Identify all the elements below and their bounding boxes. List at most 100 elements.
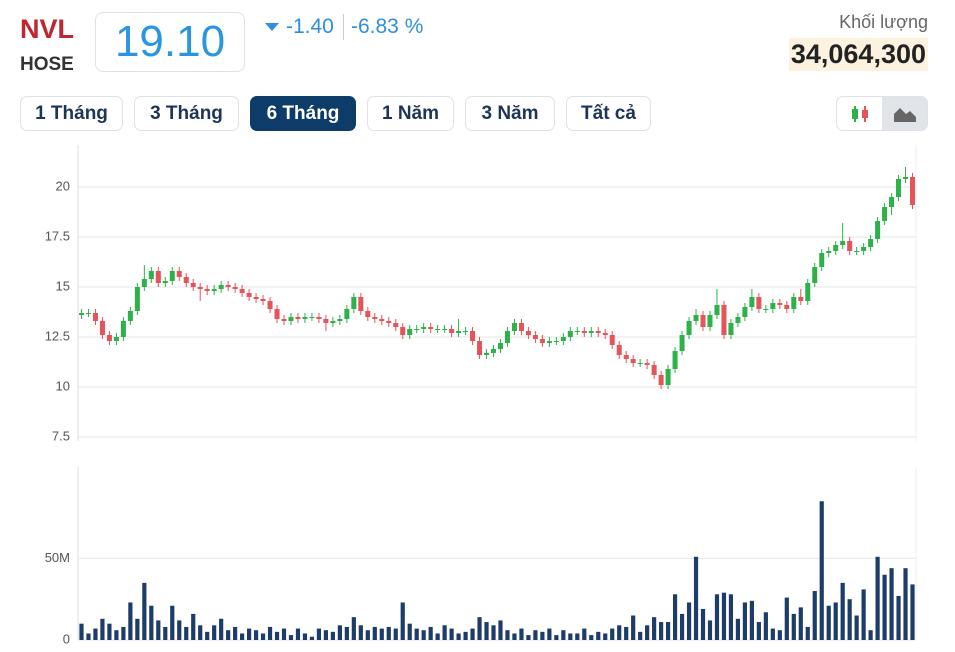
candle-body (365, 311, 371, 317)
volume-bar (554, 635, 559, 640)
volume-bar (484, 622, 489, 640)
candle-body (553, 341, 559, 342)
volume-bar (163, 626, 168, 640)
candle-body (658, 375, 664, 385)
range-button[interactable]: 6 Tháng (250, 96, 356, 131)
candle-body (700, 315, 706, 327)
candle-body (379, 319, 385, 321)
volume-bar (149, 605, 154, 640)
volume-bar (114, 630, 119, 640)
volume-bar (463, 631, 468, 640)
candle-body (525, 331, 531, 335)
volume-bar (198, 625, 203, 640)
volume-bar (330, 631, 335, 640)
candle-body (539, 339, 545, 343)
candle-body (833, 245, 839, 251)
volume-bar (267, 626, 273, 640)
volume-bar (344, 626, 349, 640)
range-button[interactable]: 1 Năm (367, 96, 454, 131)
candle-body (567, 331, 573, 337)
volume-bar (707, 620, 713, 640)
candle-body (225, 285, 231, 287)
volume-bar (365, 630, 370, 640)
y-tick-label: 20 (56, 178, 70, 193)
volume-bar (672, 594, 678, 640)
volume-bar (840, 582, 845, 640)
volume-bar (603, 633, 608, 640)
volume-bar (819, 501, 824, 640)
volume-bar (686, 602, 692, 640)
candle-body (113, 337, 119, 341)
volume-bar (847, 599, 852, 640)
volume-bar (191, 613, 196, 640)
candle-body (868, 239, 874, 247)
candle-body (239, 289, 245, 293)
candle-body (253, 297, 259, 299)
volume-bar (351, 617, 356, 640)
volume-bar (568, 633, 573, 640)
volume-bar (861, 589, 866, 640)
y-tick-label: 12.5 (45, 328, 70, 343)
candle-body (470, 331, 476, 341)
volume-bar (512, 633, 517, 640)
candle-body (504, 331, 510, 343)
volume-bar (631, 615, 636, 640)
candle-body (861, 247, 867, 251)
area-icon (893, 107, 916, 122)
area-toggle[interactable] (882, 97, 927, 130)
candle-body (141, 279, 147, 287)
volume-bar (302, 633, 308, 640)
volume-bar (742, 602, 748, 640)
volume-bar (421, 630, 426, 640)
candle-body (770, 303, 776, 309)
candle-body (421, 327, 427, 329)
range-button[interactable]: 1 Tháng (20, 96, 123, 131)
candle-body (826, 251, 832, 253)
volume-bar (728, 594, 734, 640)
candle-body (672, 351, 678, 369)
candle-body (99, 321, 105, 335)
volume-bar (323, 630, 329, 640)
candle-body (756, 297, 762, 309)
candle-body (183, 277, 189, 283)
symbol: NVL (20, 14, 74, 44)
candle-body (162, 281, 168, 283)
volume-bar (756, 622, 761, 640)
range-button[interactable]: 3 Tháng (134, 96, 239, 131)
volume-bar (100, 618, 105, 640)
candle-body (260, 299, 266, 301)
candle-body (644, 363, 650, 365)
volume-bar (93, 628, 98, 640)
volume-bar (226, 630, 231, 640)
volume-bar (679, 613, 685, 640)
candle-body (281, 319, 287, 321)
volume-bar (833, 602, 838, 640)
candle-body (456, 331, 462, 333)
candle-body (896, 179, 902, 197)
volume-bar (868, 630, 873, 640)
volume-bar (309, 636, 315, 640)
volume-bar (79, 623, 84, 640)
candle-body (882, 207, 888, 221)
volume-bar (735, 618, 741, 640)
volume-bar (812, 591, 817, 640)
candle-body (386, 321, 392, 323)
volume-bar (540, 631, 545, 640)
volume-bar (219, 618, 224, 640)
candle-body (616, 345, 622, 355)
volume-bar (882, 574, 887, 640)
candle-body (511, 323, 517, 331)
volume-bar (407, 623, 412, 640)
range-button[interactable]: 3 Năm (465, 96, 555, 131)
candle-body (490, 349, 497, 353)
range-button[interactable]: Tất cả (566, 96, 651, 131)
volume-bar (379, 628, 384, 640)
candle-body (546, 341, 552, 343)
candle-body (302, 317, 308, 319)
volume-bar (721, 592, 727, 640)
chart-toggle[interactable] (836, 96, 928, 131)
candle-toggle[interactable] (837, 97, 882, 130)
volume-bar (184, 626, 189, 640)
volume-bar (240, 633, 245, 640)
